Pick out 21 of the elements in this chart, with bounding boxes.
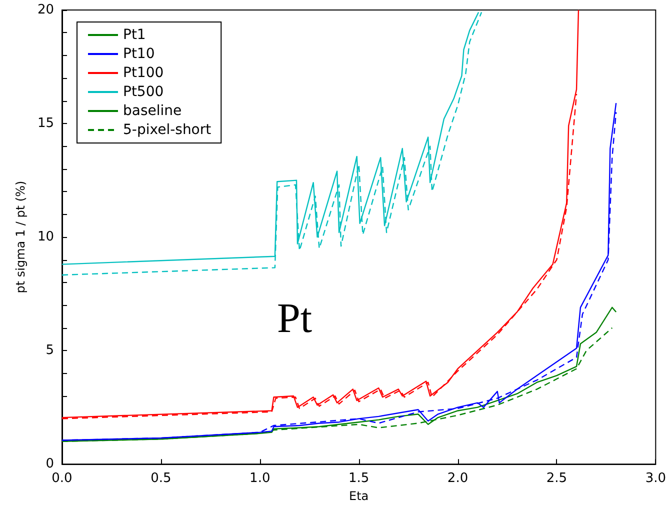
- y-tick-label: 10: [37, 230, 54, 245]
- legend-label: 5-pixel-short: [123, 122, 212, 138]
- x-tick-label: 0.5: [150, 471, 172, 486]
- x-tick-label: 1.0: [250, 471, 270, 486]
- annotation: Pt: [277, 296, 312, 342]
- x-tick-label: 1.5: [348, 471, 370, 486]
- y-tick-label: 0: [46, 456, 54, 472]
- y-tick-label: 5: [46, 343, 54, 358]
- legend-label: Pt10: [123, 46, 155, 62]
- legend-label: Pt500: [123, 84, 164, 100]
- legend-label: Pt1: [123, 27, 146, 43]
- y-axis-title: pt sigma 1 / pt (%): [14, 180, 28, 294]
- x-tick-label: 0.0: [52, 471, 72, 486]
- legend-label: Pt100: [123, 65, 164, 81]
- x-tick-label: 3.0: [645, 471, 666, 486]
- x-axis-title: Eta: [349, 489, 369, 503]
- x-tick-label: 2.5: [546, 471, 568, 486]
- y-tick-label: 15: [37, 116, 54, 132]
- y-tick-label: 20: [37, 2, 54, 18]
- x-tick-label: 2.0: [447, 471, 468, 486]
- legend-label: baseline: [123, 103, 182, 119]
